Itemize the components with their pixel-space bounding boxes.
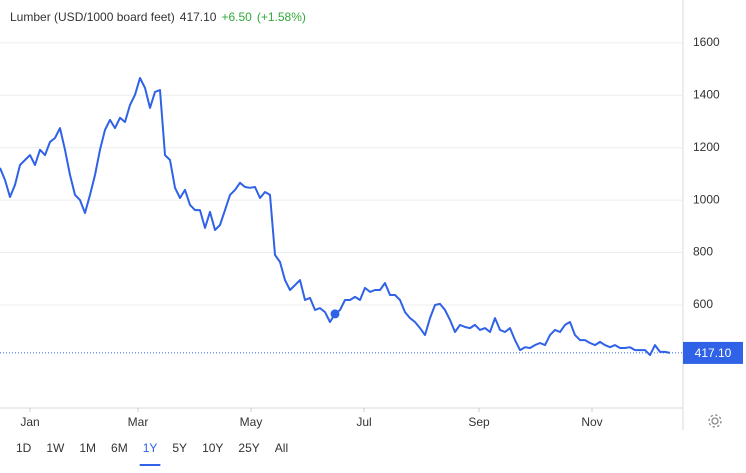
change: +6.50 (221, 10, 252, 24)
x-tick-label: Nov (581, 415, 602, 429)
y-tick-label: 600 (693, 297, 713, 311)
last-value-box (683, 341, 743, 364)
x-tick-label: Sep (468, 415, 490, 429)
range-button[interactable]: 6M (111, 441, 128, 455)
range-button[interactable]: 10Y (202, 441, 223, 455)
range-button[interactable]: 1M (79, 441, 96, 455)
y-tick-label: 800 (693, 245, 713, 259)
chart-title: Lumber (USD/1000 board feet) (10, 10, 175, 24)
hover-marker (330, 309, 340, 319)
x-tick-label: May (240, 415, 263, 429)
x-tick-label: Mar (128, 415, 149, 429)
x-tick-label: Jan (20, 415, 39, 429)
y-tick-label: 1000 (693, 192, 720, 206)
range-button[interactable]: 5Y (172, 441, 187, 455)
y-tick-label: 1200 (693, 140, 720, 154)
range-button[interactable]: 1D (16, 441, 32, 455)
y-tick-label: 1400 (693, 87, 720, 101)
settings-icon[interactable] (708, 414, 722, 428)
price: 417.10 (180, 10, 217, 24)
change-percent: (+1.58%) (257, 10, 306, 24)
y-tick-label: 1600 (693, 35, 720, 49)
range-button[interactable]: All (275, 441, 288, 455)
range-button[interactable]: 1Y (143, 441, 158, 455)
last-value-label: 417.10 (695, 346, 732, 360)
x-tick-label: Jul (356, 415, 371, 429)
range-button[interactable]: 1W (46, 441, 65, 455)
range-button[interactable]: 25Y (238, 441, 259, 455)
